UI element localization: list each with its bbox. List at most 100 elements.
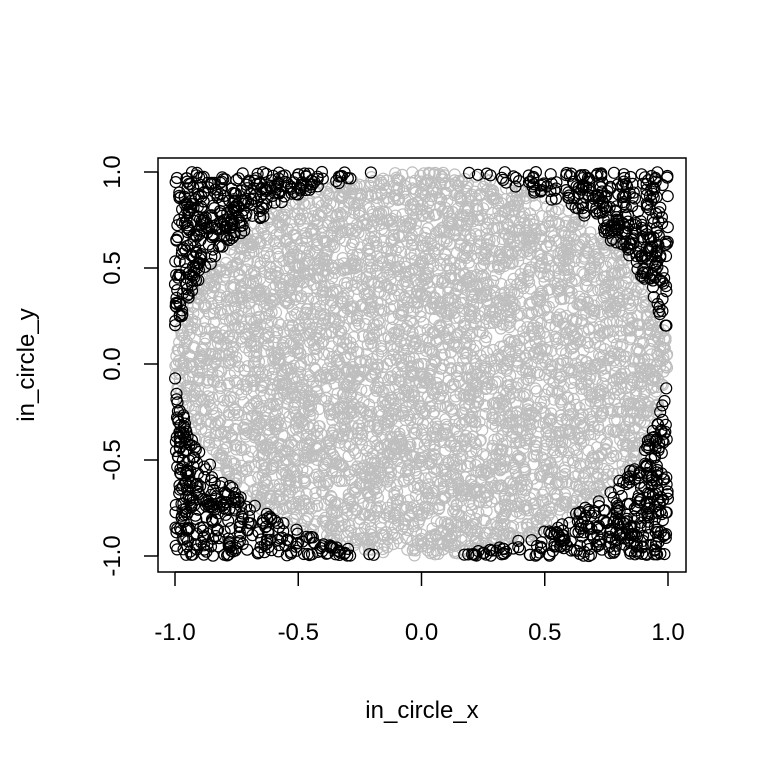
data-point — [176, 329, 189, 342]
data-point — [573, 290, 586, 303]
data-point — [222, 514, 235, 527]
data-point — [302, 403, 315, 416]
data-point — [267, 354, 280, 367]
data-point — [433, 502, 446, 515]
data-point — [477, 319, 490, 332]
data-point — [614, 340, 627, 353]
data-point — [211, 369, 224, 382]
data-point — [545, 365, 558, 378]
data-point — [582, 408, 596, 421]
data-point — [292, 495, 305, 508]
data-point — [530, 478, 543, 491]
data-point — [534, 395, 548, 408]
data-point — [223, 464, 236, 477]
data-point — [384, 354, 397, 367]
data-point — [586, 284, 599, 297]
data-point — [628, 288, 641, 301]
data-point — [477, 269, 490, 282]
data-point — [372, 276, 385, 289]
data-point — [531, 366, 544, 379]
data-point — [429, 166, 442, 180]
data-point — [242, 305, 255, 318]
data-point — [389, 167, 402, 180]
data-point — [600, 436, 614, 449]
data-point — [260, 247, 273, 260]
data-point — [523, 404, 536, 417]
data-point — [415, 428, 428, 441]
data-point — [448, 503, 461, 516]
data-point — [486, 417, 499, 430]
data-point — [528, 487, 541, 500]
data-point — [537, 304, 551, 317]
data-point — [373, 317, 386, 330]
data-point — [360, 384, 373, 397]
data-point — [404, 413, 417, 426]
data-point — [347, 236, 360, 249]
data-point — [607, 166, 621, 179]
data-point — [236, 465, 249, 478]
data-point — [524, 282, 537, 295]
data-point — [540, 239, 553, 252]
data-point — [421, 544, 434, 557]
data-point — [284, 502, 297, 515]
data-point — [422, 266, 435, 279]
data-point — [365, 501, 378, 514]
data-point — [574, 432, 587, 445]
data-point — [208, 375, 221, 388]
data-point — [529, 199, 542, 212]
data-point — [364, 405, 377, 419]
data-point — [307, 352, 320, 365]
data-point — [479, 407, 492, 420]
data-point — [657, 332, 671, 345]
data-point — [535, 210, 549, 223]
data-point — [601, 395, 615, 408]
data-point — [443, 356, 456, 369]
data-point — [480, 285, 493, 298]
data-point — [551, 337, 564, 350]
data-point — [493, 209, 507, 223]
data-point — [313, 325, 326, 339]
data-point — [477, 398, 490, 412]
data-point — [351, 248, 364, 261]
data-point — [325, 369, 338, 382]
data-point — [514, 233, 528, 246]
data-point — [488, 479, 501, 492]
data-point — [477, 513, 490, 526]
data-point — [488, 221, 501, 234]
data-point — [563, 400, 577, 413]
data-point — [611, 405, 624, 418]
data-point — [552, 262, 565, 275]
data-point — [306, 523, 319, 537]
data-point — [250, 490, 263, 503]
data-point — [422, 262, 435, 275]
data-point — [463, 242, 476, 255]
data-point — [265, 345, 278, 358]
data-point — [650, 403, 663, 416]
data-point — [420, 344, 433, 357]
data-point — [583, 423, 596, 436]
data-point — [396, 208, 409, 221]
data-point — [521, 403, 534, 416]
data-point — [233, 268, 246, 281]
data-point — [332, 515, 345, 528]
data-point — [607, 424, 620, 437]
data-point — [506, 413, 519, 426]
data-point — [318, 348, 331, 361]
data-point — [556, 476, 569, 489]
data-point — [563, 291, 577, 305]
data-point — [362, 237, 375, 250]
data-point — [400, 401, 413, 414]
data-point — [450, 498, 463, 511]
data-point — [286, 223, 299, 236]
data-point — [523, 297, 536, 310]
data-point — [513, 389, 526, 402]
data-point — [424, 547, 437, 560]
data-point — [221, 342, 234, 355]
data-point — [325, 226, 338, 239]
data-point — [384, 430, 397, 443]
data-point — [371, 491, 384, 504]
data-point — [510, 381, 523, 394]
data-point — [212, 296, 225, 309]
data-point — [450, 454, 463, 467]
